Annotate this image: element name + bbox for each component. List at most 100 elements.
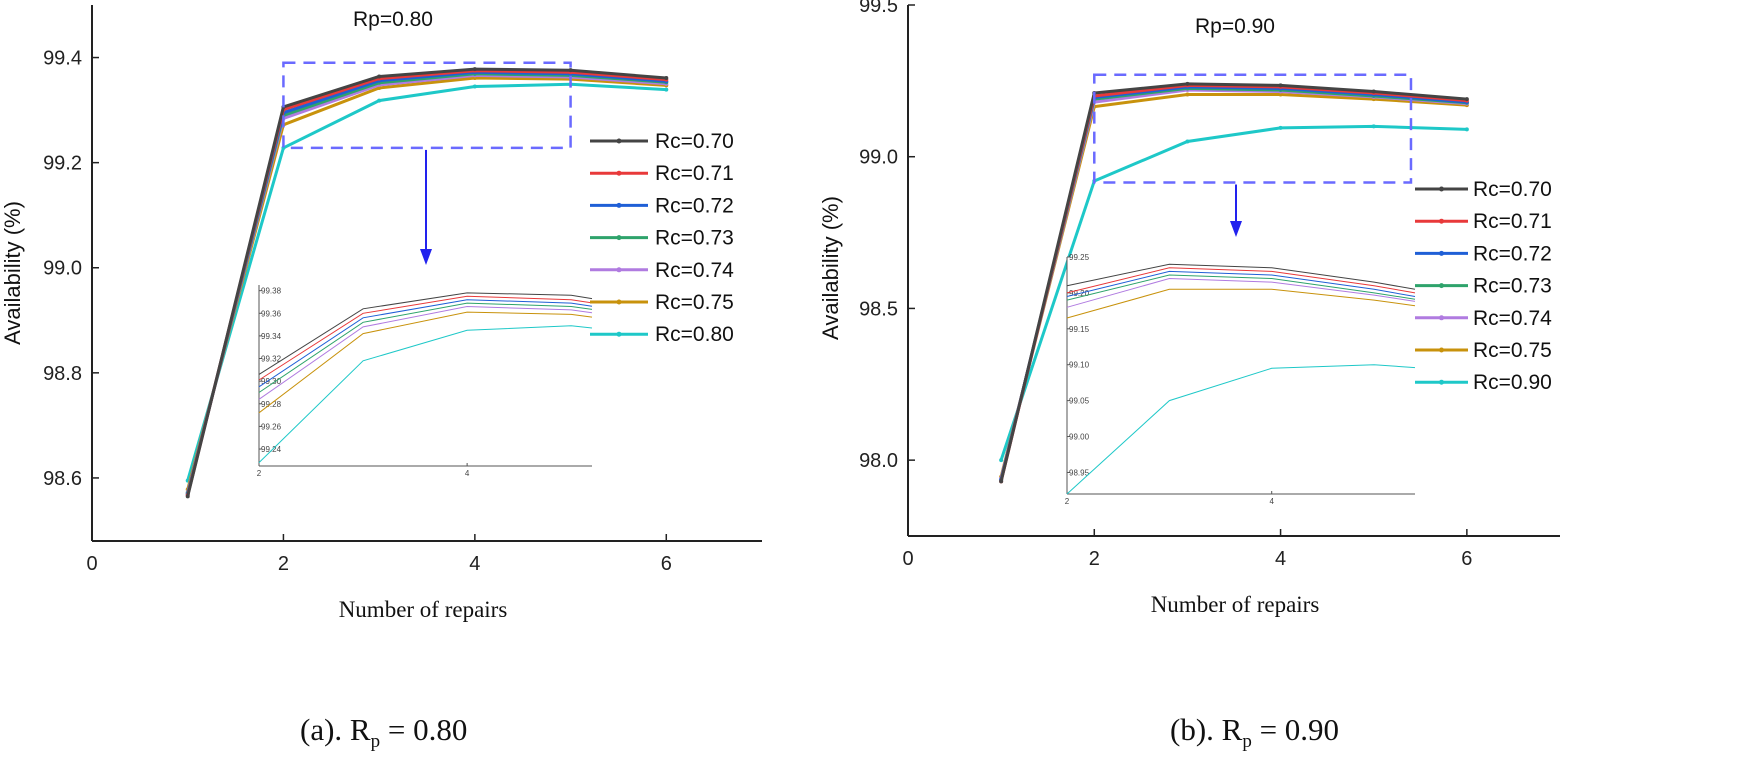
inset-y-tick-label: 99.36 xyxy=(261,309,282,318)
inset-series-Rc=0.75 xyxy=(1066,288,1416,319)
chart-title: Rp=0.90 xyxy=(1195,15,1275,38)
legend-marker-Rc=0.75 xyxy=(616,299,622,305)
panel-b-chart: 98.0 98.5 99.0 99.5 0 2 4 6 Rp=0.90 Number of rep… xyxy=(818,0,1560,617)
legend-marker-Rc=0.72 xyxy=(1439,250,1444,256)
legend-label-Rc=0.70: Rc=0.70 xyxy=(655,130,734,153)
data-point-Rc=0.80 xyxy=(664,87,669,92)
legend-marker-Rc=0.74 xyxy=(616,267,622,273)
x-tick-label: 2 xyxy=(1089,548,1100,570)
inset-y-tick-label: 99.34 xyxy=(261,332,282,341)
legend-label-Rc=0.90: Rc=0.90 xyxy=(1473,371,1552,394)
inset-y-tick-label: 99.00 xyxy=(1069,433,1090,442)
y-tick-label: 98.0 xyxy=(859,450,898,472)
legend-marker-Rc=0.71 xyxy=(1439,218,1444,224)
inset-series-Rc=0.70 xyxy=(1066,263,1416,290)
panel-a-chart: 98.6 98.8 99.0 99.2 99.4 0 2 4 6 Rp=0.80 Number of… xyxy=(0,5,762,622)
inset-series-Rc=0.71 xyxy=(1066,267,1416,294)
data-point-Rc=0.90 xyxy=(1278,125,1283,130)
inset-y-tick-label: 99.38 xyxy=(261,287,282,296)
inset-y-tick-label: 99.32 xyxy=(261,355,282,364)
data-point-Rc=0.80 xyxy=(472,84,477,89)
y-tick-label: 99.4 xyxy=(43,48,82,70)
x-tick-label: 0 xyxy=(86,553,97,575)
y-tick-label: 99.0 xyxy=(43,258,82,280)
y-axis-label: Availability (%) xyxy=(0,201,25,345)
legend-label-Rc=0.74: Rc=0.74 xyxy=(655,259,734,282)
data-point-Rc=0.75 xyxy=(1185,92,1190,97)
legend-label-Rc=0.73: Rc=0.73 xyxy=(655,227,734,250)
x-tick-label: 2 xyxy=(278,553,289,575)
data-point-Rc=0.70 xyxy=(664,76,669,81)
inset-background xyxy=(259,285,592,466)
data-point-Rc=0.70 xyxy=(999,479,1004,484)
x-axis-label: Number of repairs xyxy=(339,597,508,622)
legend-label-Rc=0.72: Rc=0.72 xyxy=(655,194,734,217)
legend-marker-Rc=0.73 xyxy=(616,235,622,241)
legend-label-Rc=0.74: Rc=0.74 xyxy=(1473,307,1552,330)
inset-x-tick-label: 2 xyxy=(1065,497,1070,506)
legend-marker-Rc=0.74 xyxy=(1439,315,1444,321)
inset-y-tick-label: 99.30 xyxy=(261,377,282,386)
inset-series-Rc=0.73 xyxy=(258,302,593,393)
legend: Rc=0.70 Rc=0.71 Rc=0.72 Rc=0.73 Rc=0.74 Rc=0.… xyxy=(1415,178,1552,394)
data-point-Rc=0.70 xyxy=(568,68,573,73)
series-line-Rc=0.70 xyxy=(999,82,1468,482)
legend-marker-Rc=0.71 xyxy=(616,170,622,176)
y-tick-label: 98.5 xyxy=(859,298,898,320)
y-tick-label: 98.6 xyxy=(43,468,82,490)
legend-label-Rc=0.75: Rc=0.75 xyxy=(655,291,734,314)
zoom-box xyxy=(282,61,572,150)
inset-series-Rc=0.75 xyxy=(258,311,593,414)
data-point-Rc=0.70 xyxy=(1185,81,1190,86)
inset-series-Rc=0.74 xyxy=(1066,277,1416,308)
zoom-box xyxy=(1093,73,1413,184)
legend-marker-Rc=0.90 xyxy=(1439,379,1444,385)
x-tick-label: 4 xyxy=(469,553,480,575)
inset-chart: 99.24 99.26 99.28 99.30 99.32 99.34 99.36 99.38… xyxy=(257,285,593,478)
zoom-arrow-head xyxy=(420,249,432,265)
inset-y-tick-label: 99.10 xyxy=(1069,361,1090,370)
inset-x-tick-label: 2 xyxy=(257,469,262,478)
legend-marker-Rc=0.70 xyxy=(616,138,622,144)
y-tick-label: 99.2 xyxy=(43,153,82,175)
inset-y-tick-label: 99.26 xyxy=(261,422,282,431)
legend-marker-Rc=0.70 xyxy=(1439,186,1444,192)
series-group xyxy=(999,81,1469,484)
inset-y-tick-label: 98.95 xyxy=(1069,468,1090,477)
data-point-Rc=0.70 xyxy=(1464,97,1469,102)
x-tick-label: 4 xyxy=(1275,548,1286,570)
inset-series-Rc=0.80 xyxy=(258,325,593,463)
inset-y-tick-label: 99.24 xyxy=(261,445,282,454)
x-tick-label: 6 xyxy=(661,553,672,575)
series-line-Rc=0.70 xyxy=(186,67,667,497)
data-point-Rc=0.75 xyxy=(1278,92,1283,97)
inset-y-tick-label: 99.25 xyxy=(1069,253,1090,262)
inset-y-tick-label: 99.28 xyxy=(261,400,282,409)
y-tick-label: 99.5 xyxy=(859,0,898,17)
data-point-Rc=0.70 xyxy=(377,74,382,79)
inset-y-tick-label: 99.15 xyxy=(1069,325,1090,334)
x-tick-label: 6 xyxy=(1461,548,1472,570)
y-tick-label: 98.8 xyxy=(43,363,82,385)
legend-marker-Rc=0.80 xyxy=(616,331,622,337)
inset-series-Rc=0.71 xyxy=(258,295,593,381)
data-point-Rc=0.90 xyxy=(999,458,1004,463)
x-tick-label: 0 xyxy=(902,548,913,570)
y-axis-label: Availability (%) xyxy=(818,196,843,340)
caption-a: (a). Rp = 0.80 xyxy=(300,712,468,753)
legend-label-Rc=0.80: Rc=0.80 xyxy=(655,323,734,346)
legend-label-Rc=0.75: Rc=0.75 xyxy=(1473,339,1552,362)
y-tick-label: 99.0 xyxy=(859,147,898,169)
inset-series-Rc=0.90 xyxy=(1066,364,1416,495)
legend-marker-Rc=0.73 xyxy=(1439,283,1444,289)
x-axis-label: Number of repairs xyxy=(1151,592,1320,617)
inset-series-Rc=0.70 xyxy=(258,292,593,375)
zoom-arrow-head xyxy=(1230,221,1242,237)
data-point-Rc=0.70 xyxy=(472,67,477,72)
inset-x-tick-label: 4 xyxy=(1269,497,1274,506)
legend-label-Rc=0.72: Rc=0.72 xyxy=(1473,242,1552,265)
legend-label-Rc=0.71: Rc=0.71 xyxy=(655,162,734,185)
inset-series-Rc=0.74 xyxy=(258,305,593,400)
